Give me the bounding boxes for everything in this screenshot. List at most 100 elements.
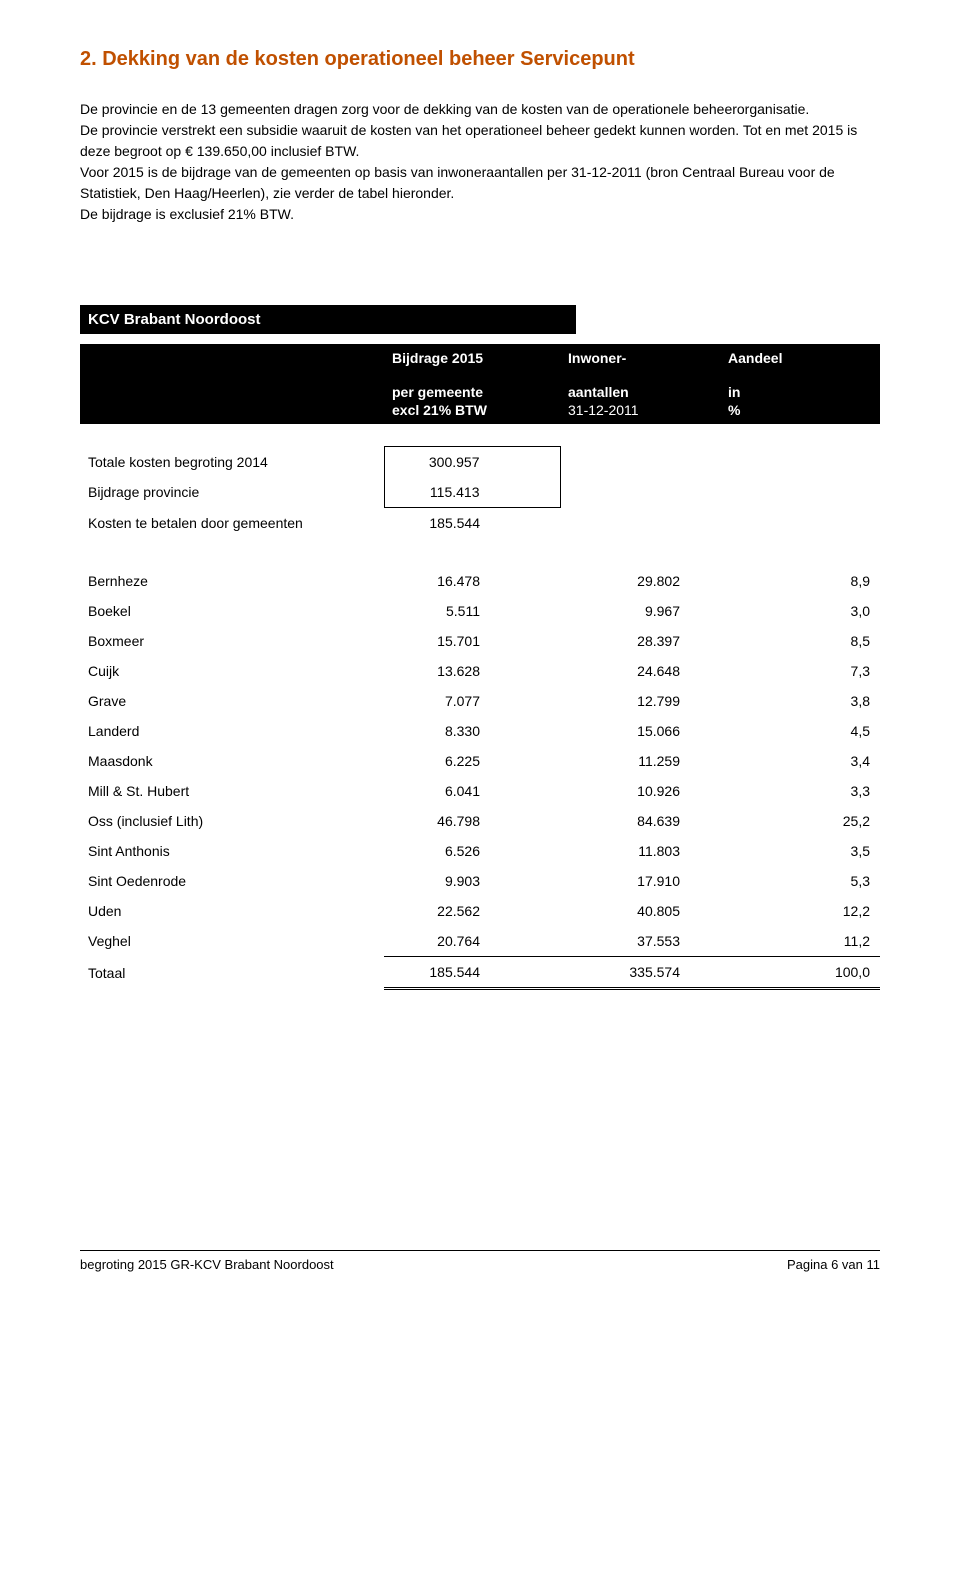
gemeente-aandeel: 3,0 [720,596,880,626]
table-row: Grave7.07712.7993,8 [80,686,880,716]
total-row: Totaal 185.544 335.574 100,0 [80,957,880,989]
footer-right: Pagina 6 van 11 [787,1257,880,1272]
table-row: Boxmeer15.70128.3978,5 [80,626,880,656]
gemeente-aandeel: 3,5 [720,836,880,866]
table-row: Mill & St. Hubert6.04110.9263,3 [80,776,880,806]
gemeente-inwoners: 28.397 [560,626,720,656]
gemeente-name: Maasdonk [80,746,384,776]
gemeente-aandeel: 11,2 [720,926,880,957]
table-row: Uden22.56240.80512,2 [80,896,880,926]
gemeente-inwoners: 15.066 [560,716,720,746]
gemeente-bijdrage: 15.701 [384,626,560,656]
gemeente-inwoners: 84.639 [560,806,720,836]
footer-left: begroting 2015 GR-KCV Brabant Noordoost [80,1257,334,1272]
summary-row-bijdrage-provincie: Bijdrage provincie 115.413 [80,477,880,508]
header-aandeel: Aandeel [720,344,880,372]
gemeente-bijdrage: 8.330 [384,716,560,746]
intro-paragraphs: De provincie en de 13 gemeenten dragen z… [80,99,880,225]
paragraph-4: De bijdrage is exclusief 21% BTW. [80,204,880,225]
table-row: Oss (inclusief Lith)46.79884.63925,2 [80,806,880,836]
total-bijdrage: 185.544 [384,957,560,989]
gemeente-name: Mill & St. Hubert [80,776,384,806]
gemeente-aandeel: 8,5 [720,626,880,656]
gemeente-aandeel: 8,9 [720,566,880,596]
summary-label: Kosten te betalen door gemeenten [80,508,384,539]
header-datum: 31-12-2011 [560,402,720,424]
summary-row-totale-kosten: Totale kosten begroting 2014 300.957 [80,447,880,478]
total-aandeel: 100,0 [720,957,880,989]
table-row: Cuijk13.62824.6487,3 [80,656,880,686]
gemeente-inwoners: 10.926 [560,776,720,806]
data-table: Totale kosten begroting 2014 300.957 Bij… [80,446,880,990]
header-inwoner: Inwoner- [560,344,720,372]
page-footer: begroting 2015 GR-KCV Brabant Noordoost … [80,1250,880,1272]
header-per-gemeente: per gemeente [384,372,560,402]
gemeente-aandeel: 7,3 [720,656,880,686]
table-title-bar: KCV Brabant Noordoost [80,305,576,334]
total-label: Totaal [80,957,384,989]
gemeente-inwoners: 9.967 [560,596,720,626]
gemeente-inwoners: 40.805 [560,896,720,926]
header-bijdrage: Bijdrage 2015 [384,344,560,372]
gemeente-name: Boekel [80,596,384,626]
gemeente-aandeel: 3,3 [720,776,880,806]
gemeente-aandeel: 4,5 [720,716,880,746]
gemeente-name: Sint Anthonis [80,836,384,866]
table-row: Veghel20.76437.55311,2 [80,926,880,957]
gemeente-name: Veghel [80,926,384,957]
table-row: Maasdonk6.22511.2593,4 [80,746,880,776]
header-pct: % [720,402,880,424]
gemeente-inwoners: 24.648 [560,656,720,686]
gemeente-bijdrage: 22.562 [384,896,560,926]
gemeente-inwoners: 11.803 [560,836,720,866]
gemeente-bijdrage: 5.511 [384,596,560,626]
table-row: Sint Oedenrode9.90317.9105,3 [80,866,880,896]
summary-label: Bijdrage provincie [80,477,384,508]
column-header-block: Bijdrage 2015 Inwoner- Aandeel per gemee… [80,344,880,424]
header-aantallen: aantallen [560,372,720,402]
gemeente-inwoners: 17.910 [560,866,720,896]
summary-value: 300.957 [384,447,560,478]
gemeente-name: Cuijk [80,656,384,686]
gemeente-bijdrage: 6.041 [384,776,560,806]
section-title: 2. Dekking van de kosten operationeel be… [80,48,880,71]
header-in: in [720,372,880,402]
gemeente-inwoners: 37.553 [560,926,720,957]
gemeente-name: Bernheze [80,566,384,596]
gemeente-aandeel: 3,8 [720,686,880,716]
gemeente-aandeel: 12,2 [720,896,880,926]
summary-value: 185.544 [384,508,560,539]
gemeente-bijdrage: 9.903 [384,866,560,896]
gemeente-bijdrage: 46.798 [384,806,560,836]
gemeente-inwoners: 11.259 [560,746,720,776]
gemeente-name: Sint Oedenrode [80,866,384,896]
gemeente-bijdrage: 16.478 [384,566,560,596]
table-row: Bernheze16.47829.8028,9 [80,566,880,596]
paragraph-2: De provincie verstrekt een subsidie waar… [80,120,880,162]
gemeente-name: Oss (inclusief Lith) [80,806,384,836]
gemeente-aandeel: 25,2 [720,806,880,836]
summary-label: Totale kosten begroting 2014 [80,447,384,478]
header-excl-btw: excl 21% BTW [384,402,560,424]
gemeente-name: Landerd [80,716,384,746]
gemeente-bijdrage: 7.077 [384,686,560,716]
gemeente-name: Grave [80,686,384,716]
paragraph-3: Voor 2015 is de bijdrage van de gemeente… [80,162,880,204]
gemeente-inwoners: 12.799 [560,686,720,716]
total-inwoners: 335.574 [560,957,720,989]
summary-value: 115.413 [384,477,560,508]
gemeente-bijdrage: 6.225 [384,746,560,776]
gemeente-bijdrage: 20.764 [384,926,560,957]
gemeente-name: Boxmeer [80,626,384,656]
gemeente-name: Uden [80,896,384,926]
gemeente-bijdrage: 6.526 [384,836,560,866]
table-row: Boekel5.5119.9673,0 [80,596,880,626]
gemeente-bijdrage: 13.628 [384,656,560,686]
gemeente-aandeel: 5,3 [720,866,880,896]
paragraph-1: De provincie en de 13 gemeenten dragen z… [80,99,880,120]
table-row: Landerd8.33015.0664,5 [80,716,880,746]
summary-row-kosten-gemeenten: Kosten te betalen door gemeenten 185.544 [80,508,880,539]
gemeente-aandeel: 3,4 [720,746,880,776]
table-row: Sint Anthonis6.52611.8033,5 [80,836,880,866]
gemeente-inwoners: 29.802 [560,566,720,596]
